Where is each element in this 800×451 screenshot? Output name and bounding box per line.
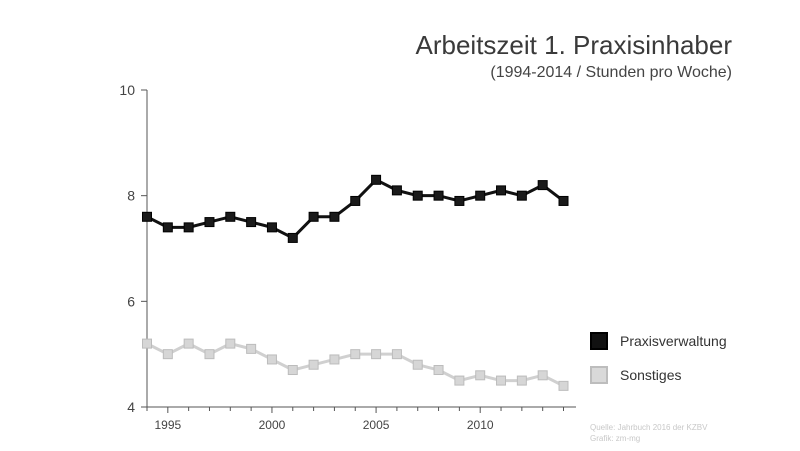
y-tick-label: 6	[127, 293, 135, 309]
data-point-sonstiges	[350, 349, 361, 360]
data-point-praxisverwaltung	[183, 222, 194, 233]
data-point-sonstiges	[412, 359, 423, 370]
y-tick-label: 4	[127, 399, 135, 415]
data-point-praxisverwaltung	[266, 222, 277, 233]
x-tick-label: 1995	[154, 418, 181, 432]
legend-swatch-sonstiges	[590, 366, 608, 384]
data-point-praxisverwaltung	[496, 185, 507, 196]
x-tick-label: 2005	[363, 418, 390, 432]
y-tick-label: 8	[127, 188, 135, 204]
data-point-sonstiges	[433, 365, 444, 376]
chart-title: Arbeitszeit 1. Praxisinhaber	[415, 30, 732, 60]
data-point-praxisverwaltung	[516, 190, 527, 201]
data-point-sonstiges	[558, 380, 569, 391]
legend-item-sonstiges: Sonstiges	[590, 366, 681, 384]
data-point-praxisverwaltung	[246, 217, 257, 228]
legend-label-sonstiges: Sonstiges	[620, 367, 682, 383]
data-point-praxisverwaltung	[475, 190, 486, 201]
data-point-sonstiges	[183, 338, 194, 349]
data-point-sonstiges	[246, 343, 257, 354]
data-point-sonstiges	[142, 338, 152, 349]
data-point-sonstiges	[266, 354, 277, 365]
data-point-praxisverwaltung	[412, 190, 423, 201]
y-tick-label: 10	[119, 82, 135, 98]
data-point-praxisverwaltung	[329, 211, 340, 222]
data-point-praxisverwaltung	[371, 174, 382, 185]
data-point-praxisverwaltung	[142, 211, 152, 222]
legend-swatch-praxisverwaltung	[590, 332, 608, 350]
data-point-praxisverwaltung	[558, 195, 569, 206]
data-point-sonstiges	[204, 349, 215, 360]
data-point-praxisverwaltung	[204, 217, 215, 228]
x-tick-label: 2000	[259, 418, 286, 432]
source-note: Quelle: Jahrbuch 2016 der KZBV Grafik: z…	[590, 422, 707, 444]
data-point-praxisverwaltung	[350, 195, 361, 206]
data-point-praxisverwaltung	[454, 195, 465, 206]
chart-subtitle: (1994-2014 / Stunden pro Woche)	[490, 64, 732, 81]
data-point-praxisverwaltung	[391, 185, 402, 196]
data-point-sonstiges	[162, 349, 173, 360]
data-point-sonstiges	[496, 375, 507, 386]
source-line: Quelle: Jahrbuch 2016 der KZBV	[590, 423, 708, 432]
data-point-sonstiges	[225, 338, 236, 349]
data-point-sonstiges	[329, 354, 340, 365]
data-point-sonstiges	[475, 370, 486, 381]
credit-line: Grafik: zm-mg	[590, 434, 641, 443]
data-point-praxisverwaltung	[162, 222, 173, 233]
legend-item-praxisverwaltung: Praxisverwaltung	[590, 332, 727, 350]
data-point-sonstiges	[516, 375, 527, 386]
data-point-praxisverwaltung	[433, 190, 444, 201]
data-point-praxisverwaltung	[308, 211, 319, 222]
data-point-sonstiges	[308, 359, 319, 370]
data-point-sonstiges	[454, 375, 465, 386]
axes: 4 6 8 10 1995 2000 2005 2010	[119, 82, 576, 432]
data-point-praxisverwaltung	[537, 180, 548, 191]
data-point-praxisverwaltung	[225, 211, 236, 222]
x-tick-label: 2010	[467, 418, 494, 432]
data-point-sonstiges	[537, 370, 548, 381]
data-point-sonstiges	[287, 365, 298, 376]
series-points	[142, 174, 569, 391]
legend-label-praxisverwaltung: Praxisverwaltung	[620, 333, 727, 349]
data-point-sonstiges	[391, 349, 402, 360]
data-point-sonstiges	[371, 349, 382, 360]
data-point-praxisverwaltung	[287, 232, 298, 243]
